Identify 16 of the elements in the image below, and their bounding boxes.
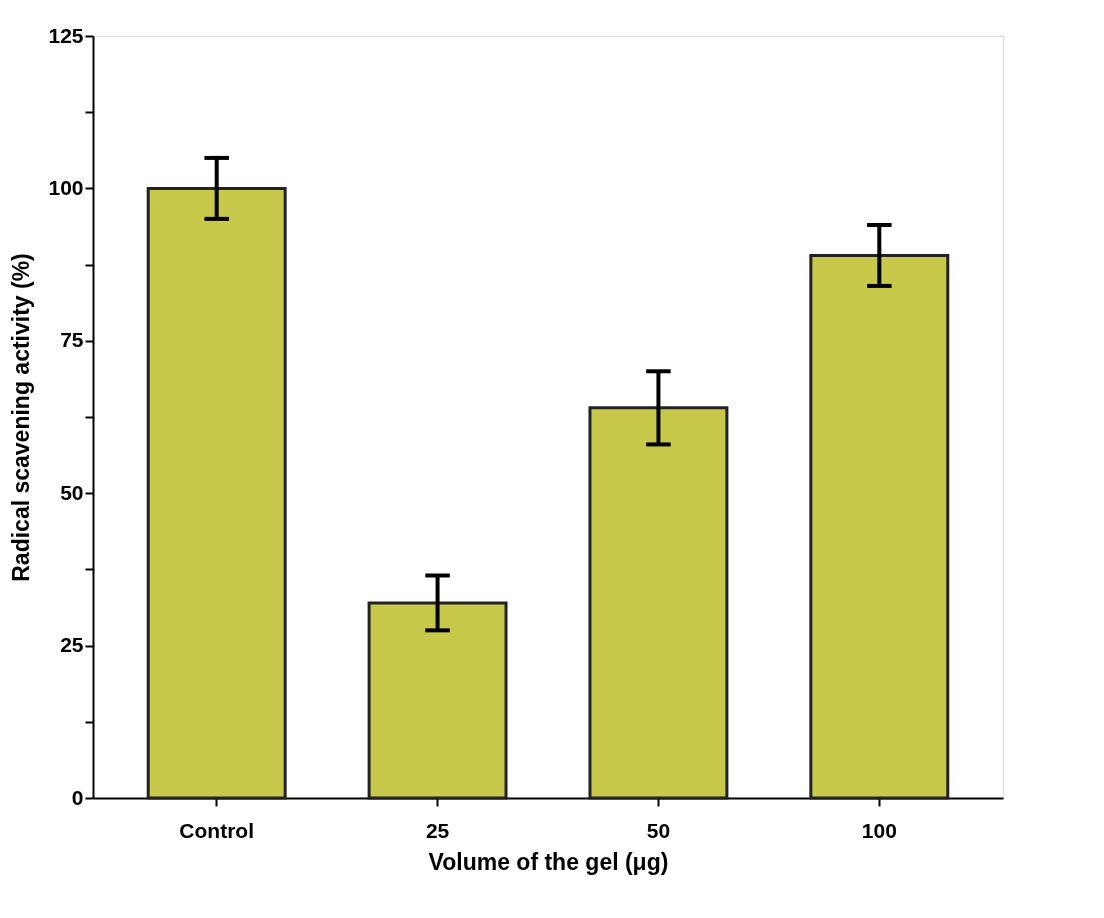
y-tick-label: 25	[60, 633, 84, 657]
x-tick-label: 100	[861, 818, 897, 842]
y-tick-label: 50	[60, 480, 84, 504]
y-tick-label: 125	[48, 23, 84, 47]
bar	[146, 186, 287, 800]
bar	[367, 601, 508, 800]
y-tick-label: 75	[60, 328, 84, 352]
y-tick-label: 0	[71, 785, 84, 809]
y-tick-label: 100	[48, 175, 84, 199]
x-tick-label: 50	[646, 818, 671, 842]
x-axis-title: Volume of the gel (μg)	[428, 848, 669, 875]
x-tick-label: 25	[425, 818, 450, 842]
y-axis-title: Radical scavening activity (%)	[8, 253, 35, 582]
bar	[588, 406, 729, 800]
bar	[809, 253, 950, 800]
x-tick-label: Control	[179, 818, 255, 842]
